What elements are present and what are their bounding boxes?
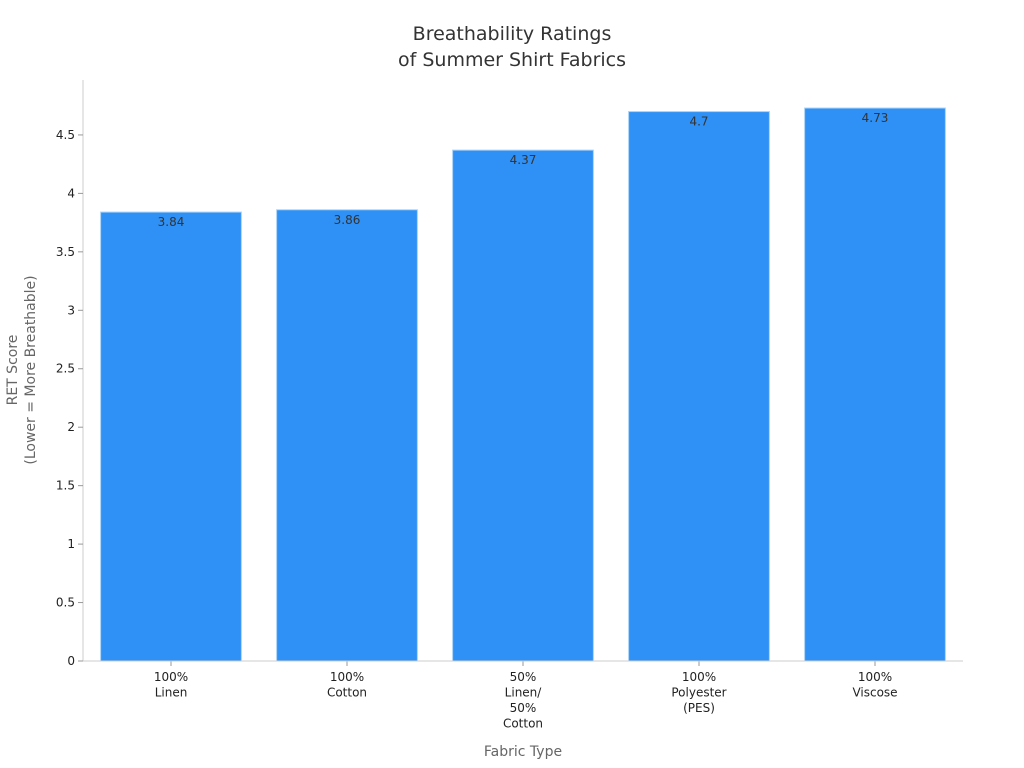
bar — [804, 107, 946, 662]
y-tick-label: 4 — [67, 186, 75, 200]
x-tick-label: Linen — [155, 686, 188, 700]
x-tick-label: 50% — [510, 701, 537, 715]
x-tick-label: 100% — [858, 670, 892, 684]
chart-title-line-2: of Summer Shirt Fabrics — [398, 49, 626, 71]
bar — [452, 149, 594, 662]
x-tick-label: Linen/ — [505, 686, 543, 700]
y-tick-label: 0 — [67, 654, 75, 668]
data-label: 4.37 — [510, 153, 537, 167]
y-tick-label: 3 — [67, 303, 75, 317]
y-tick-label: 4.5 — [56, 128, 75, 142]
bar — [100, 211, 242, 662]
y-tick-label: 3.5 — [56, 245, 75, 259]
x-tick-label: 100% — [682, 670, 716, 684]
bars-group: 3.84 3.86 4.37 4.7 4.73 — [100, 107, 946, 662]
x-tick-label: Cotton — [327, 686, 367, 700]
x-tick-label: Cotton — [503, 717, 543, 731]
bar — [276, 209, 418, 662]
y-tick-label: 2.5 — [56, 362, 75, 376]
x-tick-label: Polyester — [671, 686, 726, 700]
bar — [628, 111, 770, 662]
y-tick-label: 1 — [67, 537, 75, 551]
x-tick-label: 100% — [330, 670, 364, 684]
y-tick-label: 0.5 — [56, 596, 75, 610]
y-tick-label: 1.5 — [56, 479, 75, 493]
chart-title-line-1: Breathability Ratings — [413, 23, 612, 45]
data-label: 4.7 — [689, 115, 708, 129]
x-tick-label: Viscose — [852, 686, 897, 700]
y-axis-label-line-2: (Lower = More Breathable) — [23, 275, 39, 464]
x-tick-label: 50% — [510, 670, 537, 684]
x-axis-label: Fabric Type — [484, 744, 562, 760]
y-tick-label: 2 — [67, 420, 75, 434]
y-axis-label-line-1: RET Score — [5, 335, 21, 406]
data-label: 4.73 — [862, 111, 889, 125]
data-label: 3.84 — [158, 215, 185, 229]
data-label: 3.86 — [334, 213, 361, 227]
x-tick-label: (PES) — [683, 701, 715, 715]
x-tick-label: 100% — [154, 670, 188, 684]
axes-group: 100%Linen100%Cotton50%Linen/50%Cotton100… — [56, 80, 963, 731]
